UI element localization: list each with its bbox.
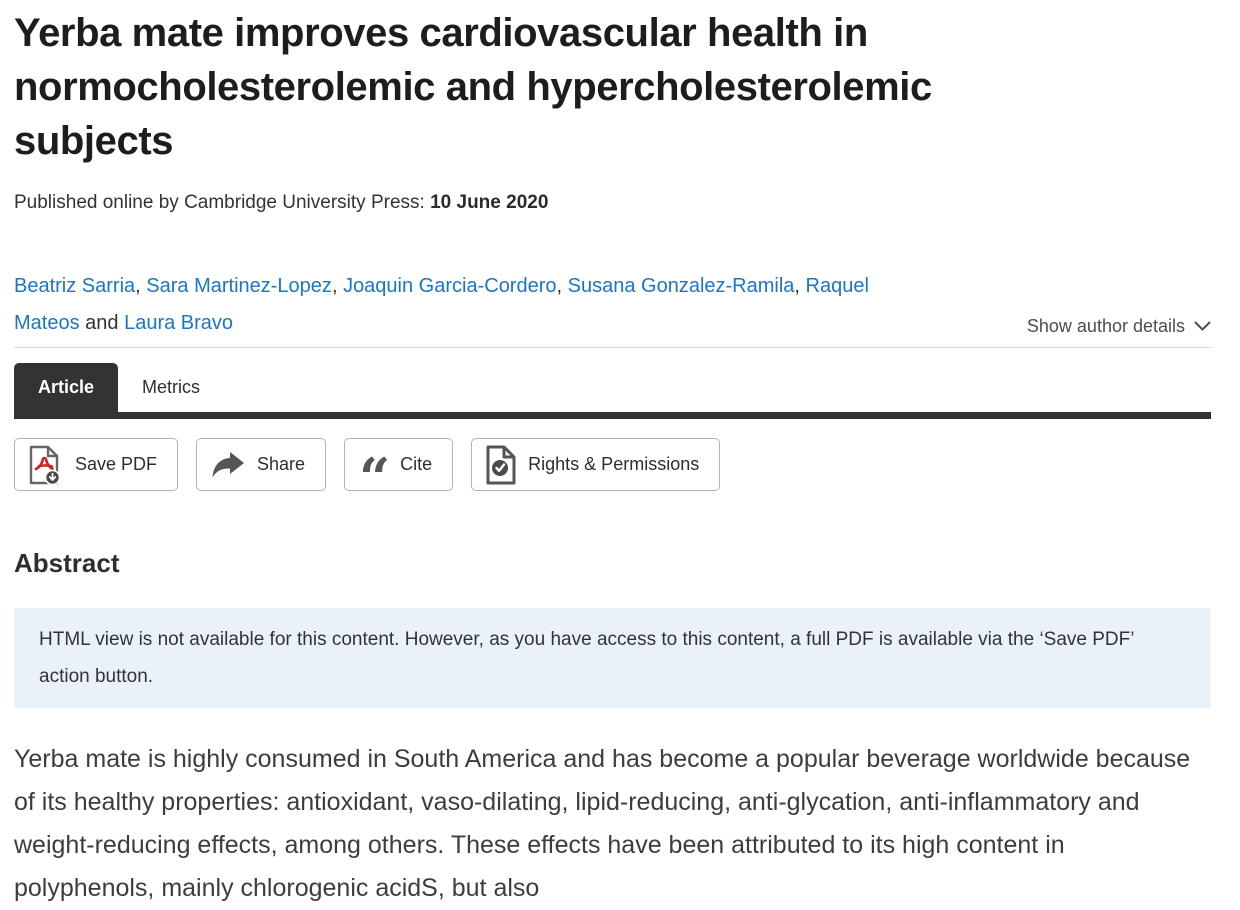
page-title: Yerba mate improves cardiovascular healt…: [14, 11, 932, 163]
published-line: Published online by Cambridge University…: [14, 190, 1211, 216]
share-label: Share: [257, 454, 306, 474]
rights-permissions-label: Rights & Permissions: [528, 454, 700, 474]
author-link[interactable]: Laura Bravo: [124, 312, 234, 334]
action-buttons: Save PDF Share “ Cite Rights & Permissio…: [14, 438, 1211, 510]
published-date: 10 June 2020: [430, 192, 549, 213]
author-link[interactable]: Joaquin Garcia-Cordero: [343, 275, 557, 297]
author-link[interactable]: Raquel Mateos: [14, 275, 869, 334]
tab-article[interactable]: Article: [14, 363, 119, 412]
share-arrow-icon: [212, 451, 245, 477]
save-pdf-button[interactable]: Save PDF: [14, 438, 179, 491]
article-page: Yerba mate improves cardiovascular healt…: [0, 6, 1240, 910]
rights-permissions-button[interactable]: Rights & Permissions: [471, 438, 721, 491]
author-link[interactable]: Susana Gonzalez-Ramila: [567, 275, 795, 297]
save-pdf-label: Save PDF: [75, 454, 158, 474]
published-prefix: Published online by Cambridge University…: [14, 192, 425, 213]
author-conjunction: and: [79, 312, 125, 334]
share-button[interactable]: Share: [196, 438, 327, 491]
tab-bar-underline: [14, 412, 1211, 419]
abstract-paragraph: Yerba mate is highly consumed in South A…: [14, 745, 1191, 902]
show-author-details-label: Show author details: [1026, 316, 1185, 336]
quote-icon: “: [359, 445, 390, 510]
cite-button[interactable]: “ Cite: [344, 438, 454, 510]
pdf-download-icon: [29, 445, 61, 485]
author-separator: ,: [794, 275, 806, 297]
authors-list: Beatriz Sarria, Sara Martinez-Lopez, Joa…: [14, 268, 894, 342]
cite-label: Cite: [400, 454, 433, 474]
show-author-details-toggle[interactable]: Show author details: [1027, 316, 1211, 342]
authors-row: Beatriz Sarria, Sara Martinez-Lopez, Joa…: [14, 268, 1211, 342]
tab-bar: Article Metrics: [14, 363, 1211, 412]
author-separator: ,: [331, 275, 344, 297]
abstract-heading: Abstract: [14, 548, 120, 578]
author-separator: ,: [135, 275, 147, 297]
author-separator: ,: [556, 275, 568, 297]
author-link[interactable]: Beatriz Sarria: [14, 275, 136, 297]
author-link[interactable]: Sara Martinez-Lopez: [146, 275, 332, 297]
section-divider: [14, 347, 1211, 348]
tab-metrics[interactable]: Metrics: [142, 377, 201, 397]
html-unavailable-notice: HTML view is not available for this cont…: [14, 608, 1211, 708]
rights-document-check-icon: [486, 445, 516, 484]
chevron-down-icon: [1194, 321, 1211, 331]
